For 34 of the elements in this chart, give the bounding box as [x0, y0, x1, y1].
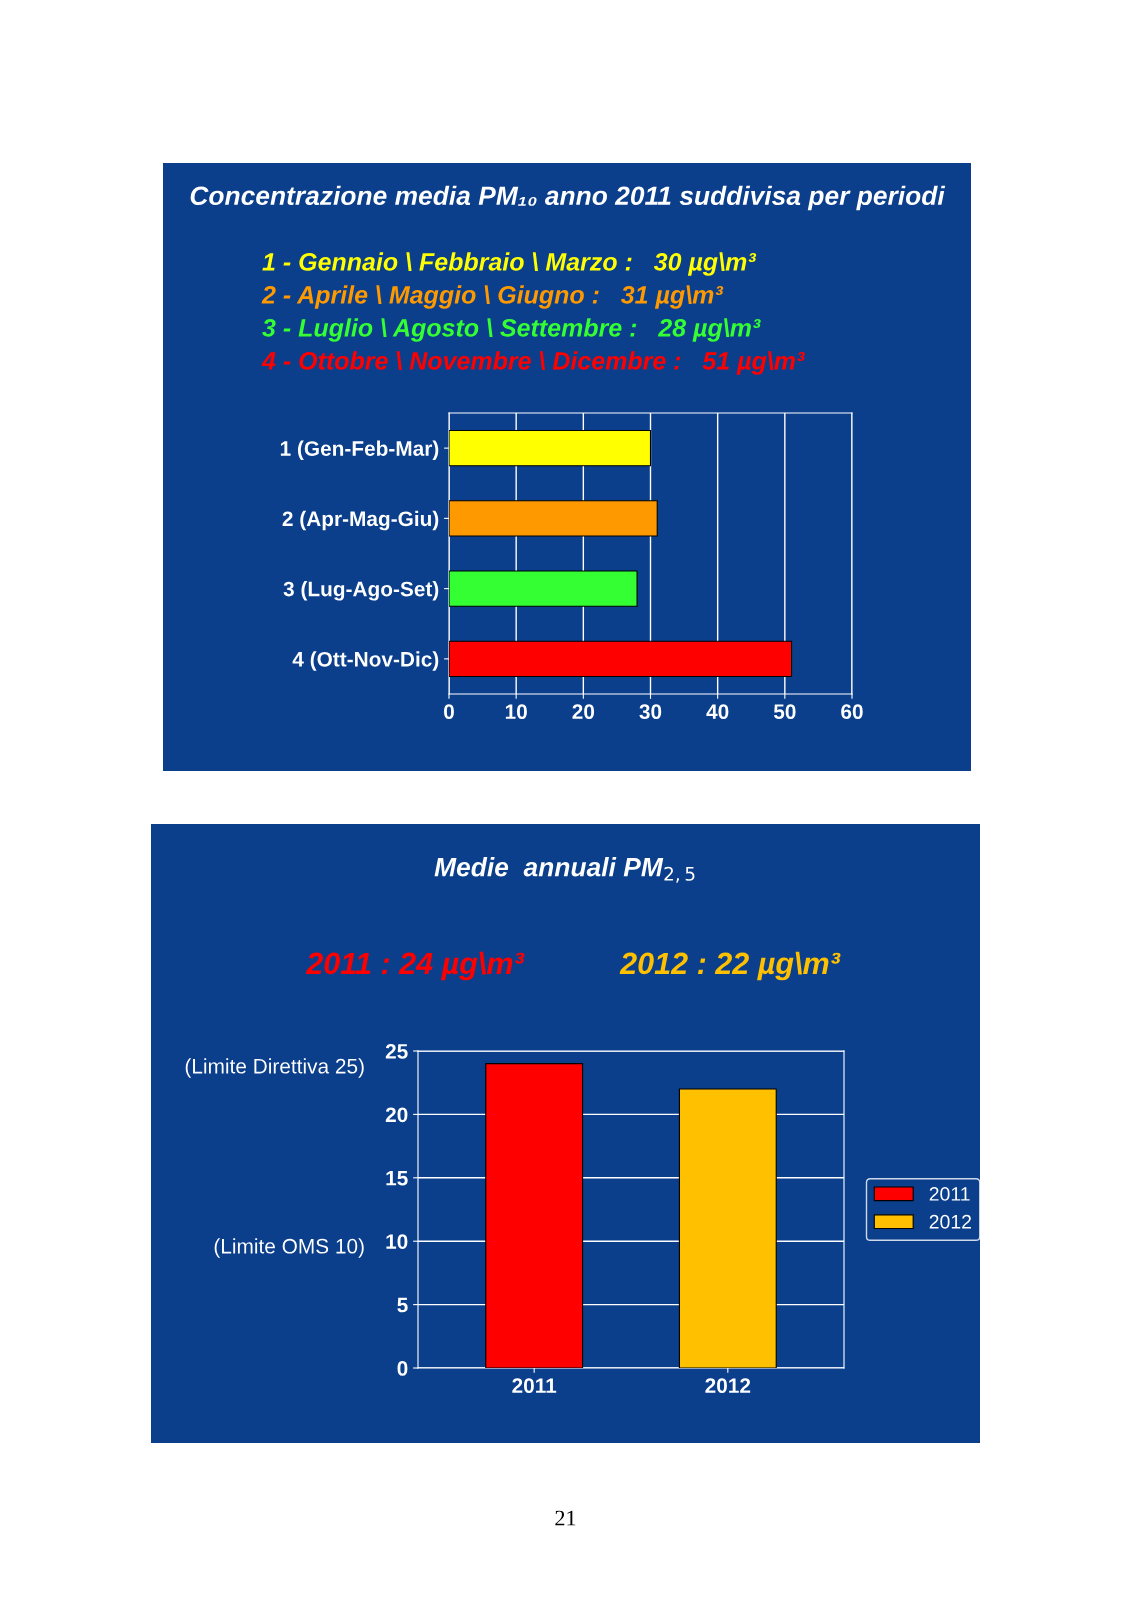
text: 2 - Aprile \ Maggio \ Giugno : 31 µg\m³	[261, 285, 724, 309]
y-tick-label: 1 (Gen-Feb-Mar)	[280, 440, 439, 460]
legend-label: 2012	[929, 1214, 971, 1229]
y-tick-label: 3 (Lug-Ago-Set)	[283, 581, 439, 601]
text: (Limite OMS 10)	[214, 1238, 364, 1258]
x-tick-label: 10	[505, 704, 527, 720]
y-tick-label: 4 (Ott-Nov-Dic)	[292, 651, 439, 671]
y-tick-label: 5	[397, 1297, 408, 1313]
text: 3 - Luglio \ Agosto \ Settembre : 28 µg\m³	[262, 318, 761, 342]
chart-title: Medie annuali PM$_{2,5}$	[434, 857, 695, 883]
text: 1 - Gennaio \ Febbraio \ Marzo : 30 µg\m³	[262, 252, 757, 276]
text: 4 - Ottobre \ Novembre \ Dicembre : 51 µg\m³	[261, 351, 805, 375]
text: (Limite Direttiva 25)	[185, 1058, 364, 1078]
y-tick-label: 20	[385, 1107, 408, 1123]
y-tick-label: 10	[386, 1234, 408, 1249]
text: 2011 : 24 µg\m³	[305, 951, 525, 981]
x-tick-label: 0	[444, 704, 454, 720]
x-tick-label: 40	[706, 704, 729, 720]
y-tick-label: 2 (Apr-Mag-Giu)	[282, 510, 439, 531]
x-tick-label: 50	[773, 704, 796, 720]
text: 2012 : 22 µg\m³	[619, 951, 841, 981]
x-tick-label: 20	[572, 704, 595, 720]
y-tick-label: 25	[385, 1044, 408, 1059]
y-tick-label: 15	[386, 1171, 408, 1186]
legend-label: 2011	[929, 1187, 970, 1201]
y-tick-label: 0	[397, 1361, 408, 1376]
bar	[449, 430, 652, 467]
x-tick-label: 60	[841, 704, 863, 720]
text: 21	[555, 1510, 576, 1526]
bar	[449, 570, 638, 607]
chart-title: Concentrazione media PM₁₀ anno 2011 suddivisa per periodi	[190, 185, 946, 211]
bar	[449, 500, 658, 537]
bar	[449, 640, 793, 677]
x-tick-label: 30	[639, 704, 662, 720]
